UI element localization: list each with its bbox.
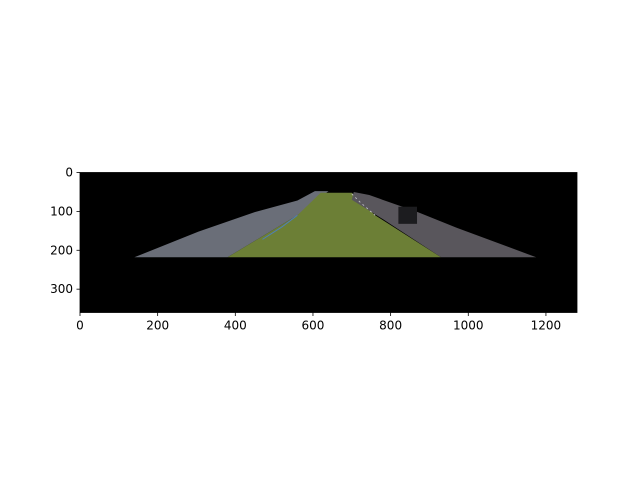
lane: [227, 192, 442, 258]
y-tick-label: 200: [50, 243, 73, 257]
left-lane-marking: [262, 214, 298, 240]
image-vehicles: [398, 206, 418, 224]
y-tick-label: 100: [50, 204, 73, 218]
vehicle-right: [398, 206, 418, 224]
x-tick-label: 200: [146, 319, 169, 333]
x-tick-label: 600: [302, 319, 325, 333]
x-tick-label: 1000: [453, 319, 484, 333]
image-regions: [134, 191, 537, 258]
road-right: [351, 191, 537, 258]
x-tick-label: 400: [224, 319, 247, 333]
right-lane-marking: [351, 193, 376, 216]
plot-area: [80, 172, 577, 313]
y-tick-label: 0: [65, 166, 73, 180]
axes-frame: [79, 172, 578, 313]
x-tick-label: 0: [76, 319, 84, 333]
axes-spines: [79, 172, 578, 313]
road-left: [134, 191, 329, 258]
x-axis-ticks: 0 200 400 600 800 1000 1200: [76, 312, 562, 333]
x-tick-label: 1200: [531, 319, 562, 333]
lane-markings: [262, 193, 376, 240]
y-axis-ticks: 0 100 200 300: [50, 166, 80, 296]
y-tick-label: 300: [50, 282, 73, 296]
x-tick-label: 800: [379, 319, 402, 333]
